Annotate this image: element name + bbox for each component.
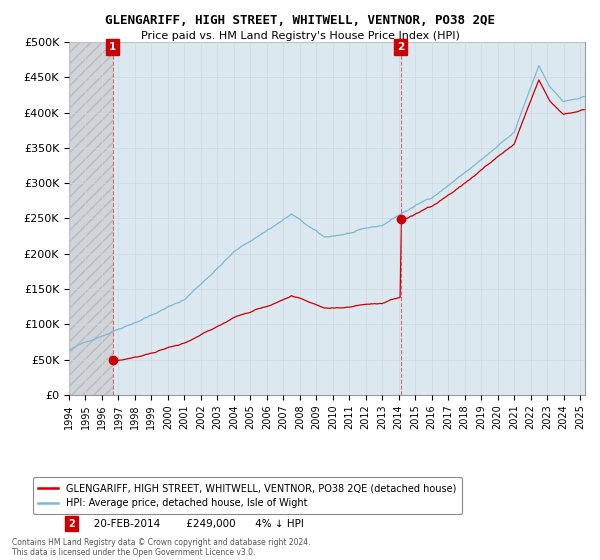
Text: 2: 2	[68, 519, 75, 529]
Text: 1: 1	[68, 497, 75, 507]
Text: 20-FEB-2014        £249,000      4% ↓ HPI: 20-FEB-2014 £249,000 4% ↓ HPI	[85, 519, 304, 529]
Text: GLENGARIFF, HIGH STREET, WHITWELL, VENTNOR, PO38 2QE: GLENGARIFF, HIGH STREET, WHITWELL, VENTN…	[105, 14, 495, 27]
Legend: GLENGARIFF, HIGH STREET, WHITWELL, VENTNOR, PO38 2QE (detached house), HPI: Aver: GLENGARIFF, HIGH STREET, WHITWELL, VENTN…	[32, 477, 462, 514]
Bar	[69, 42, 113, 395]
Text: 1: 1	[109, 42, 116, 52]
Text: Price paid vs. HM Land Registry's House Price Index (HPI): Price paid vs. HM Land Registry's House …	[140, 31, 460, 41]
Text: 2: 2	[397, 42, 404, 52]
Text: 30-AUG-1996        £49,250      30% ↓ HPI: 30-AUG-1996 £49,250 30% ↓ HPI	[85, 497, 308, 507]
Text: Contains HM Land Registry data © Crown copyright and database right 2024.
This d: Contains HM Land Registry data © Crown c…	[12, 538, 311, 557]
